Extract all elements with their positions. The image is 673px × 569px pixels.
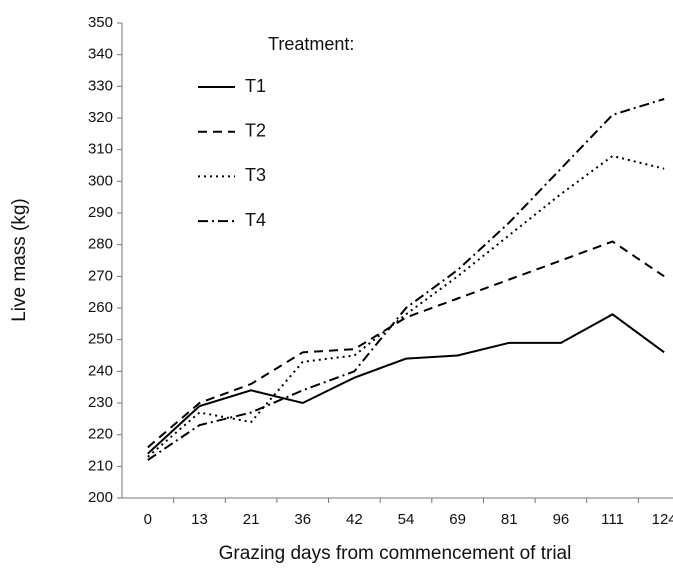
series-line (147, 240, 665, 449)
legend-title: Treatment: (268, 34, 354, 54)
x-tick-label: 21 (243, 511, 260, 528)
y-tick-label: 280 (88, 236, 113, 253)
legend-label: T4 (245, 210, 266, 230)
x-tick-label: 42 (346, 511, 363, 528)
legend-label: T3 (245, 165, 266, 185)
y-tick-label: 270 (88, 267, 113, 284)
x-tick-label: 111 (601, 511, 624, 528)
y-tick-label: 260 (88, 299, 113, 316)
y-tick-label: 230 (88, 394, 113, 411)
x-tick-label: 81 (501, 511, 518, 528)
y-tick-label: 310 (88, 141, 113, 158)
x-tick-label: 0 (144, 511, 152, 528)
y-tick-label: 320 (88, 109, 113, 126)
y-tick-label: 210 (88, 457, 113, 474)
y-tick-label: 350 (88, 14, 113, 31)
y-tick-label: 220 (88, 426, 113, 443)
y-tick-label: 250 (88, 331, 113, 348)
y-tick-label: 200 (88, 489, 113, 506)
x-tick-label: 54 (398, 511, 415, 528)
legend-label: T1 (245, 76, 266, 96)
x-tick-label: 124 (652, 511, 673, 528)
x-tick-label: 96 (553, 511, 570, 528)
y-tick-label: 300 (88, 172, 113, 189)
x-tick-label: 13 (191, 511, 208, 528)
y-tick-label: 330 (88, 77, 113, 94)
y-tick-label: 240 (88, 362, 113, 379)
series-line (147, 154, 665, 458)
y-tick-label: 340 (88, 46, 113, 63)
y-axis-title: Live mass (kg) (9, 198, 30, 322)
series-line (147, 313, 665, 455)
x-tick-label: 36 (294, 511, 311, 528)
legend-label: T2 (245, 120, 266, 140)
series-line (147, 98, 665, 461)
y-tick-label: 290 (88, 204, 113, 221)
x-axis-title: Grazing days from commencement of trial (219, 543, 572, 564)
x-tick-label: 69 (449, 511, 466, 528)
